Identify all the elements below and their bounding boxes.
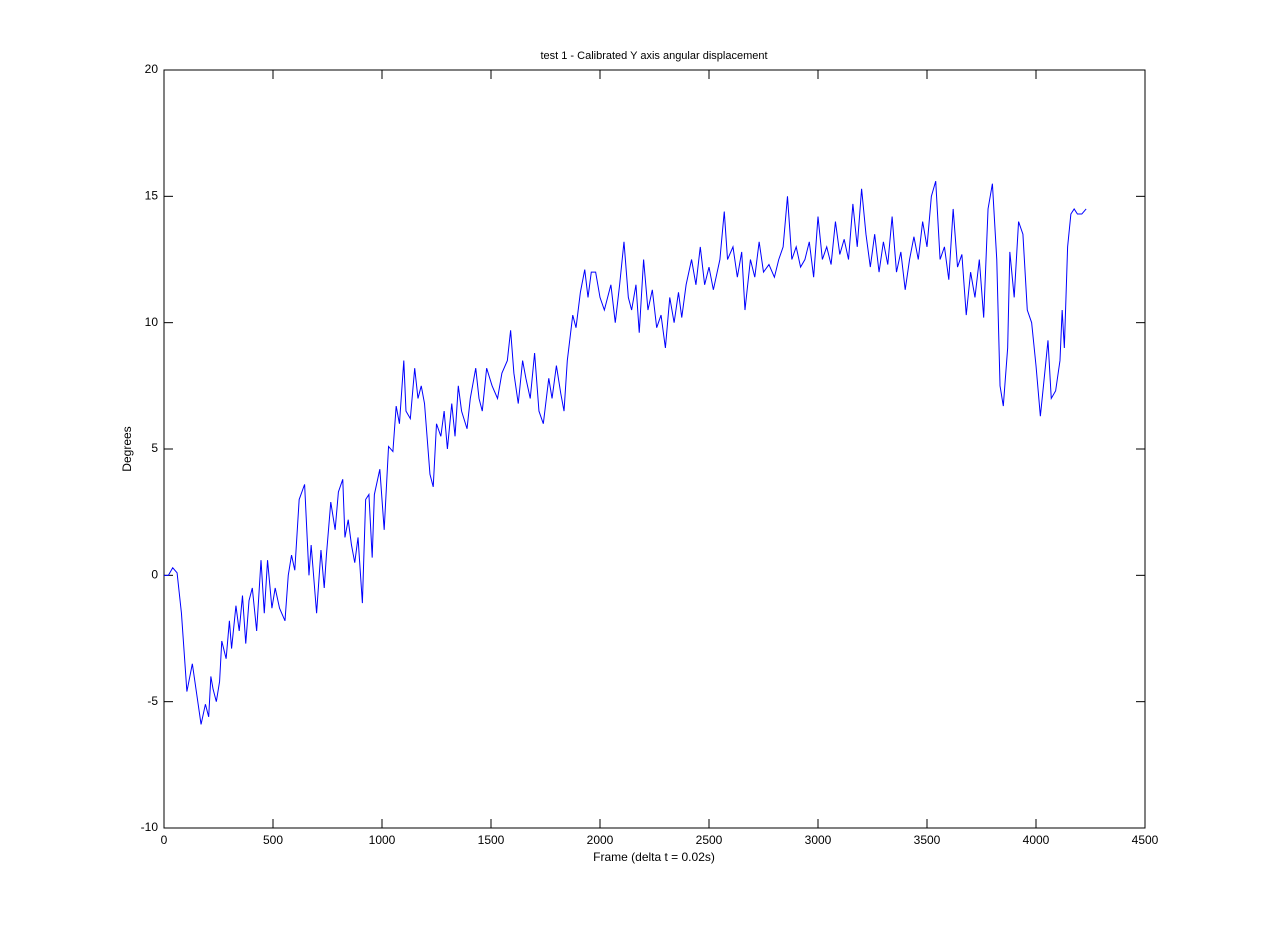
y-tick-label: 5 [151, 441, 158, 455]
y-axis-label: Degrees [120, 426, 134, 471]
x-tick-label: 3500 [914, 833, 941, 847]
y-tick-label: -5 [147, 694, 158, 708]
y-tick-label: 20 [145, 62, 159, 76]
x-tick-label: 4000 [1023, 833, 1050, 847]
x-axis-label: Frame (delta t = 0.02s) [593, 850, 715, 864]
x-tick-label: 4500 [1132, 833, 1159, 847]
x-tick-label: 0 [161, 833, 168, 847]
chart-title: test 1 - Calibrated Y axis angular displ… [540, 50, 767, 62]
y-tick-label: -10 [141, 820, 159, 834]
x-tick-label: 500 [263, 833, 283, 847]
x-tick-label: 3000 [805, 833, 832, 847]
plot-box [163, 69, 1146, 829]
x-tick-label: 2500 [696, 833, 723, 847]
y-tick-label: 15 [145, 189, 159, 203]
y-tick-label: 0 [151, 568, 158, 582]
data-line [164, 181, 1087, 725]
x-tick-label: 1500 [478, 833, 505, 847]
x-tick-label: 1000 [369, 833, 396, 847]
y-tick-label: 10 [145, 315, 159, 329]
x-tick-label: 2000 [587, 833, 614, 847]
